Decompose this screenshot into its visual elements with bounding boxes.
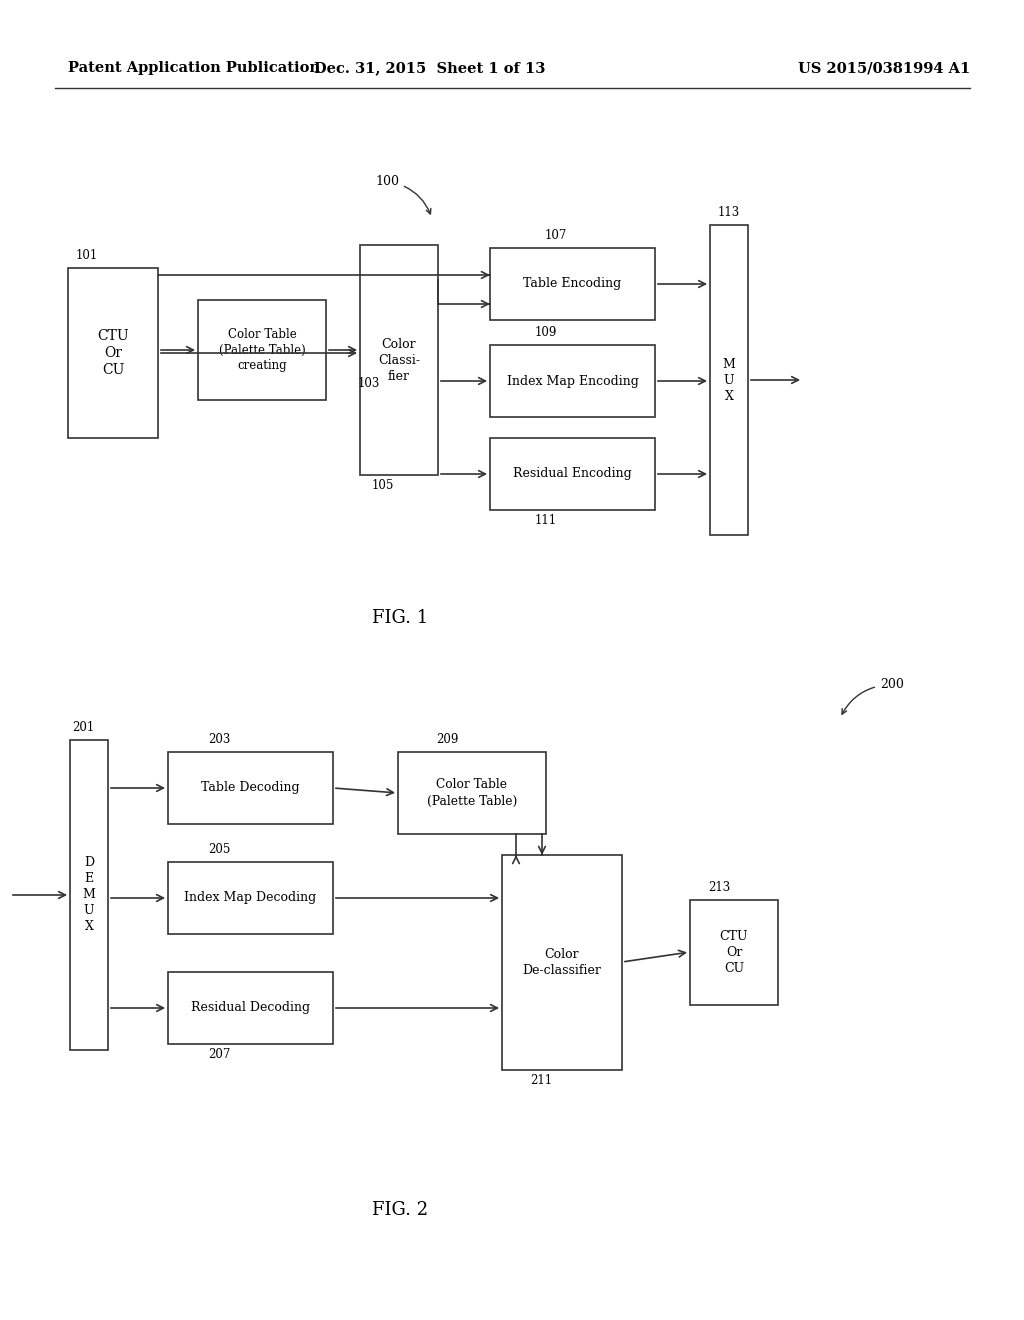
Text: 200: 200 — [842, 678, 904, 714]
Text: M
U
X: M U X — [723, 358, 735, 403]
Text: D
E
M
U
X: D E M U X — [83, 857, 95, 933]
Text: 107: 107 — [545, 228, 567, 242]
Text: CTU
Or
CU: CTU Or CU — [720, 931, 749, 975]
Text: Index Map Decoding: Index Map Decoding — [184, 891, 316, 904]
Text: 201: 201 — [72, 721, 94, 734]
Bar — [490, 438, 655, 510]
Text: FIG. 1: FIG. 1 — [372, 609, 428, 627]
Text: 109: 109 — [535, 326, 557, 339]
Bar — [490, 345, 655, 417]
Text: 111: 111 — [535, 513, 557, 527]
Text: 207: 207 — [208, 1048, 230, 1061]
Text: 211: 211 — [530, 1074, 552, 1086]
Text: Color Table
(Palette Table)
creating: Color Table (Palette Table) creating — [219, 327, 305, 372]
Bar — [360, 246, 438, 475]
Text: 100: 100 — [375, 176, 431, 214]
Text: Table Encoding: Table Encoding — [523, 277, 622, 290]
Text: 203: 203 — [208, 733, 230, 746]
Text: 209: 209 — [436, 733, 459, 746]
Text: 213: 213 — [708, 880, 730, 894]
Bar — [690, 900, 778, 1005]
Text: Residual Encoding: Residual Encoding — [513, 467, 632, 480]
Bar — [168, 972, 333, 1044]
Text: US 2015/0381994 A1: US 2015/0381994 A1 — [798, 61, 970, 75]
Text: 205: 205 — [208, 843, 230, 855]
Bar — [502, 855, 622, 1071]
Bar — [168, 862, 333, 935]
Bar — [168, 752, 333, 824]
Bar — [398, 752, 546, 834]
Text: 105: 105 — [372, 479, 394, 492]
Text: Color
Classi-
fier: Color Classi- fier — [378, 338, 420, 383]
Text: 101: 101 — [76, 249, 98, 261]
Bar — [710, 224, 748, 535]
Bar — [70, 741, 108, 1049]
Text: Patent Application Publication: Patent Application Publication — [68, 61, 319, 75]
Text: 113: 113 — [718, 206, 740, 219]
Text: Residual Decoding: Residual Decoding — [190, 1002, 310, 1015]
Text: Color Table
(Palette Table): Color Table (Palette Table) — [427, 779, 517, 808]
Text: Table Decoding: Table Decoding — [201, 781, 300, 795]
Text: 103: 103 — [358, 378, 380, 389]
Bar — [68, 268, 158, 438]
Text: FIG. 2: FIG. 2 — [372, 1201, 428, 1218]
Text: Color
De-classifier: Color De-classifier — [522, 948, 601, 977]
Bar — [490, 248, 655, 319]
Text: Dec. 31, 2015  Sheet 1 of 13: Dec. 31, 2015 Sheet 1 of 13 — [314, 61, 546, 75]
Text: Index Map Encoding: Index Map Encoding — [507, 375, 638, 388]
Text: CTU
Or
CU: CTU Or CU — [97, 329, 129, 378]
Bar — [198, 300, 326, 400]
